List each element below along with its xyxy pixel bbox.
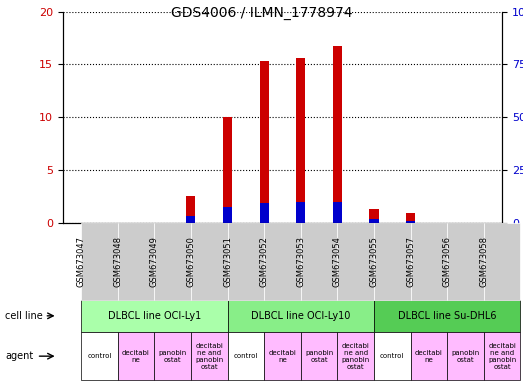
Bar: [333, 46, 342, 223]
Text: decitabi
ne and
panobin
ostat: decitabi ne and panobin ostat: [488, 343, 516, 370]
Bar: [369, 219, 379, 223]
Bar: [259, 203, 269, 223]
Text: DLBCL line Su-DHL6: DLBCL line Su-DHL6: [398, 311, 496, 321]
Text: GSM673053: GSM673053: [296, 236, 305, 286]
Bar: [223, 117, 232, 223]
Text: control: control: [380, 353, 404, 359]
Text: agent: agent: [5, 351, 33, 361]
Text: decitabi
ne: decitabi ne: [268, 350, 297, 362]
Text: DLBCL line OCI-Ly1: DLBCL line OCI-Ly1: [108, 311, 201, 321]
Text: GSM673047: GSM673047: [76, 236, 86, 286]
Bar: [296, 58, 305, 223]
Text: panobin
ostat: panobin ostat: [305, 350, 333, 362]
Bar: [186, 215, 196, 223]
Text: GSM673054: GSM673054: [333, 236, 342, 286]
Text: GSM673052: GSM673052: [259, 236, 269, 286]
Text: GSM673058: GSM673058: [479, 236, 488, 286]
Text: GSM673051: GSM673051: [223, 236, 232, 286]
Bar: [259, 61, 269, 223]
Text: panobin
ostat: panobin ostat: [158, 350, 187, 362]
Text: decitabi
ne: decitabi ne: [415, 350, 443, 362]
Bar: [369, 209, 379, 223]
Text: cell line: cell line: [5, 311, 43, 321]
Text: DLBCL line OCI-Ly10: DLBCL line OCI-Ly10: [251, 311, 350, 321]
Text: GSM673049: GSM673049: [150, 236, 159, 286]
Text: GSM673050: GSM673050: [186, 236, 196, 286]
Bar: [223, 207, 232, 223]
Text: GSM673056: GSM673056: [442, 236, 452, 286]
Text: GDS4006 / ILMN_1778974: GDS4006 / ILMN_1778974: [170, 6, 353, 20]
Text: panobin
ostat: panobin ostat: [451, 350, 480, 362]
Bar: [296, 202, 305, 223]
Text: decitabi
ne and
panobin
ostat: decitabi ne and panobin ostat: [195, 343, 223, 370]
Bar: [406, 213, 415, 223]
Text: control: control: [234, 353, 258, 359]
Text: GSM673048: GSM673048: [113, 236, 122, 286]
Bar: [333, 202, 342, 223]
Bar: [406, 221, 415, 223]
Text: control: control: [87, 353, 111, 359]
Text: decitabi
ne: decitabi ne: [122, 350, 150, 362]
Bar: [186, 196, 196, 223]
Text: GSM673055: GSM673055: [369, 236, 379, 286]
Text: decitabi
ne and
panobin
ostat: decitabi ne and panobin ostat: [342, 343, 370, 370]
Text: GSM673057: GSM673057: [406, 236, 415, 286]
